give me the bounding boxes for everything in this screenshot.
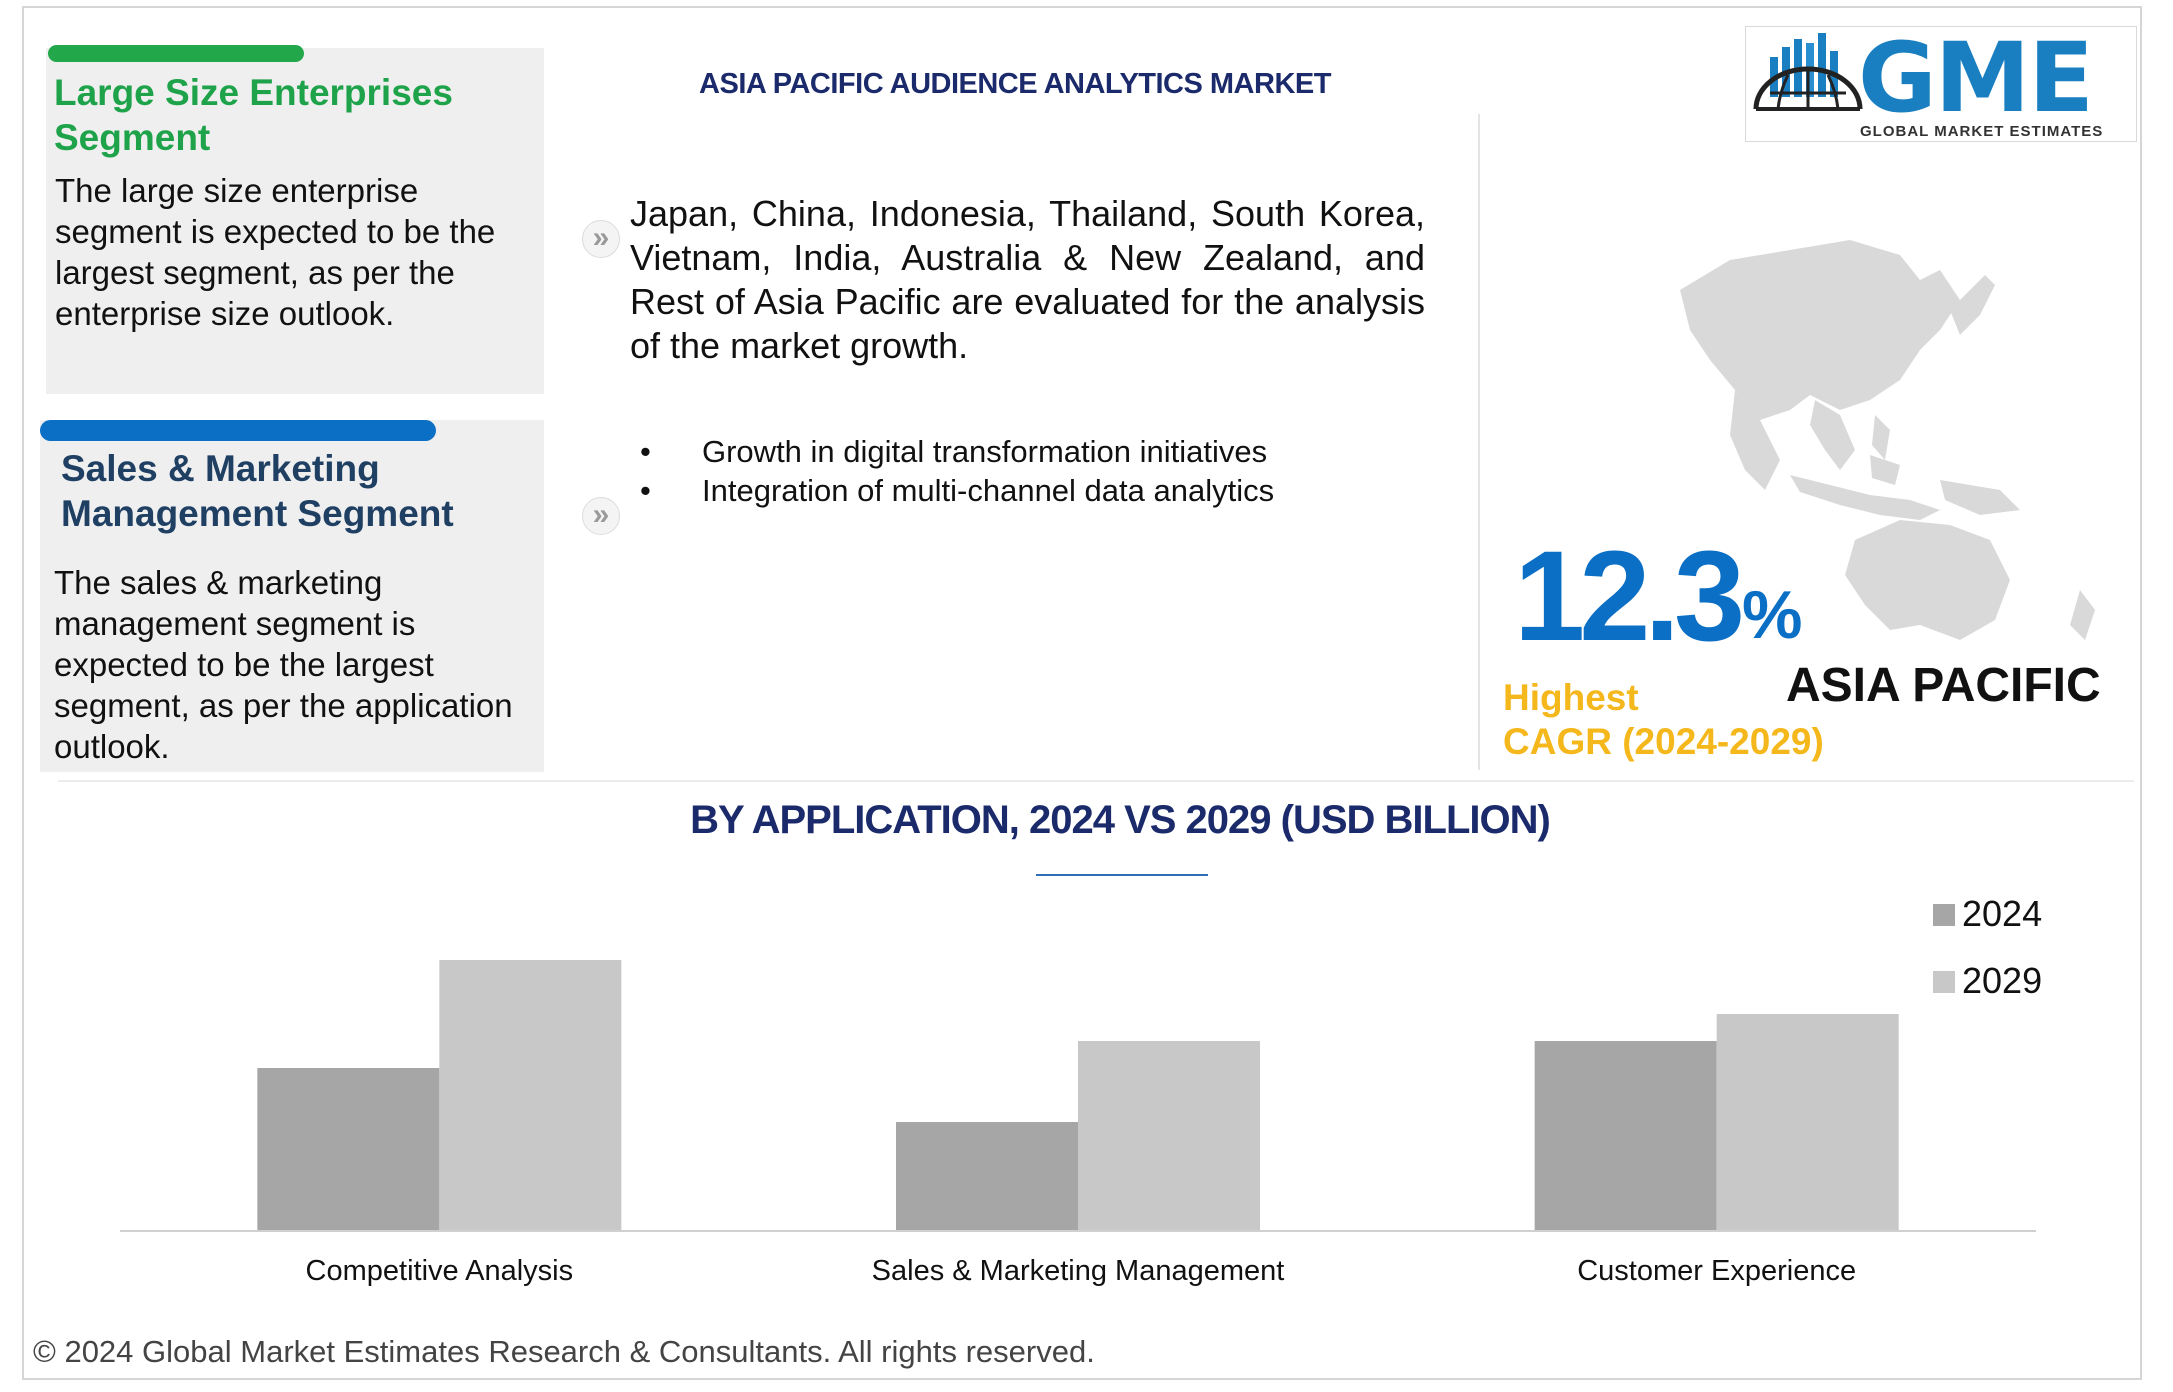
logo-subtitle: GLOBAL MARKET ESTIMATES bbox=[1860, 123, 2104, 140]
bar-2024-0 bbox=[257, 1068, 440, 1230]
bullet-icon: • bbox=[640, 434, 651, 469]
bullet-icon: • bbox=[640, 473, 651, 508]
segment-title: Sales & Marketing Management Segment bbox=[61, 448, 454, 534]
cagr-unit: % bbox=[1742, 577, 1803, 653]
chart-title: BY APPLICATION, 2024 VS 2029 (USD BILLIO… bbox=[690, 798, 1551, 842]
segment-title: Large Size Enterprises Segment bbox=[54, 72, 453, 158]
bar-2024-1 bbox=[896, 1122, 1078, 1230]
regions-description: Japan, China, Indonesia, Thailand, South… bbox=[630, 193, 1425, 366]
segment-card-enterprise bbox=[46, 48, 544, 394]
driver-text: Growth in digital transformation initiat… bbox=[702, 434, 1268, 469]
bar-2029-0 bbox=[439, 960, 622, 1230]
globe-buildings-icon bbox=[1753, 33, 1863, 111]
legend-label-2029: 2029 bbox=[1962, 960, 2043, 1001]
chevron-right-icon: » bbox=[582, 220, 620, 258]
segment-accent-bar-green bbox=[48, 45, 304, 62]
chart-title-underline bbox=[1036, 874, 1208, 876]
legend-swatch-2029 bbox=[1933, 971, 1955, 993]
chevron-right-icon: » bbox=[582, 497, 620, 535]
x-tick-label: Sales & Marketing Management bbox=[872, 1255, 1285, 1287]
horizontal-divider bbox=[58, 780, 2134, 782]
segment-description: The sales & marketing management segment… bbox=[54, 564, 513, 765]
list-item: • Integration of multi-channel data analy… bbox=[636, 471, 1274, 510]
list-item: • Growth in digital transformation initia… bbox=[636, 432, 1274, 471]
x-tick-label: Customer Experience bbox=[1577, 1255, 1856, 1287]
asia-pacific-map-icon bbox=[1680, 240, 2095, 640]
segment-card-application bbox=[40, 420, 544, 772]
copyright-footer: © 2024 Global Market Estimates Research … bbox=[33, 1334, 1095, 1369]
infographic-frame bbox=[22, 6, 2142, 1380]
company-logo: GME GLOBAL MARKET ESTIMATES bbox=[1745, 26, 2137, 142]
page-title: ASIA PACIFIC AUDIENCE ANALYTICS MARKET bbox=[699, 68, 1331, 100]
segment-accent-bar-blue bbox=[40, 420, 436, 441]
legend-label-2024: 2024 bbox=[1962, 893, 2043, 934]
region-name: ASIA PACIFIC bbox=[1786, 659, 2101, 712]
legend-swatch-2024 bbox=[1933, 904, 1955, 926]
bar-2029-2 bbox=[1716, 1014, 1899, 1230]
segment-description: The large size enterprise segment is exp… bbox=[55, 172, 496, 332]
cagr-label: Highest CAGR (2024-2029) bbox=[1503, 676, 1824, 764]
cagr-value: 12.3 bbox=[1514, 525, 1745, 668]
bar-2029-1 bbox=[1078, 1041, 1260, 1230]
logo-text: GME bbox=[1858, 22, 2094, 134]
driver-text: Integration of multi-channel data analyt… bbox=[702, 473, 1275, 508]
vertical-divider bbox=[1478, 114, 1480, 770]
x-tick-label: Competitive Analysis bbox=[306, 1255, 574, 1287]
cagr-label-line: CAGR (2024-2029) bbox=[1503, 721, 1824, 762]
bar-2024-2 bbox=[1534, 1041, 1717, 1230]
drivers-list: • Growth in digital transformation initia… bbox=[636, 432, 1274, 510]
cagr-label-line: Highest bbox=[1503, 677, 1639, 718]
